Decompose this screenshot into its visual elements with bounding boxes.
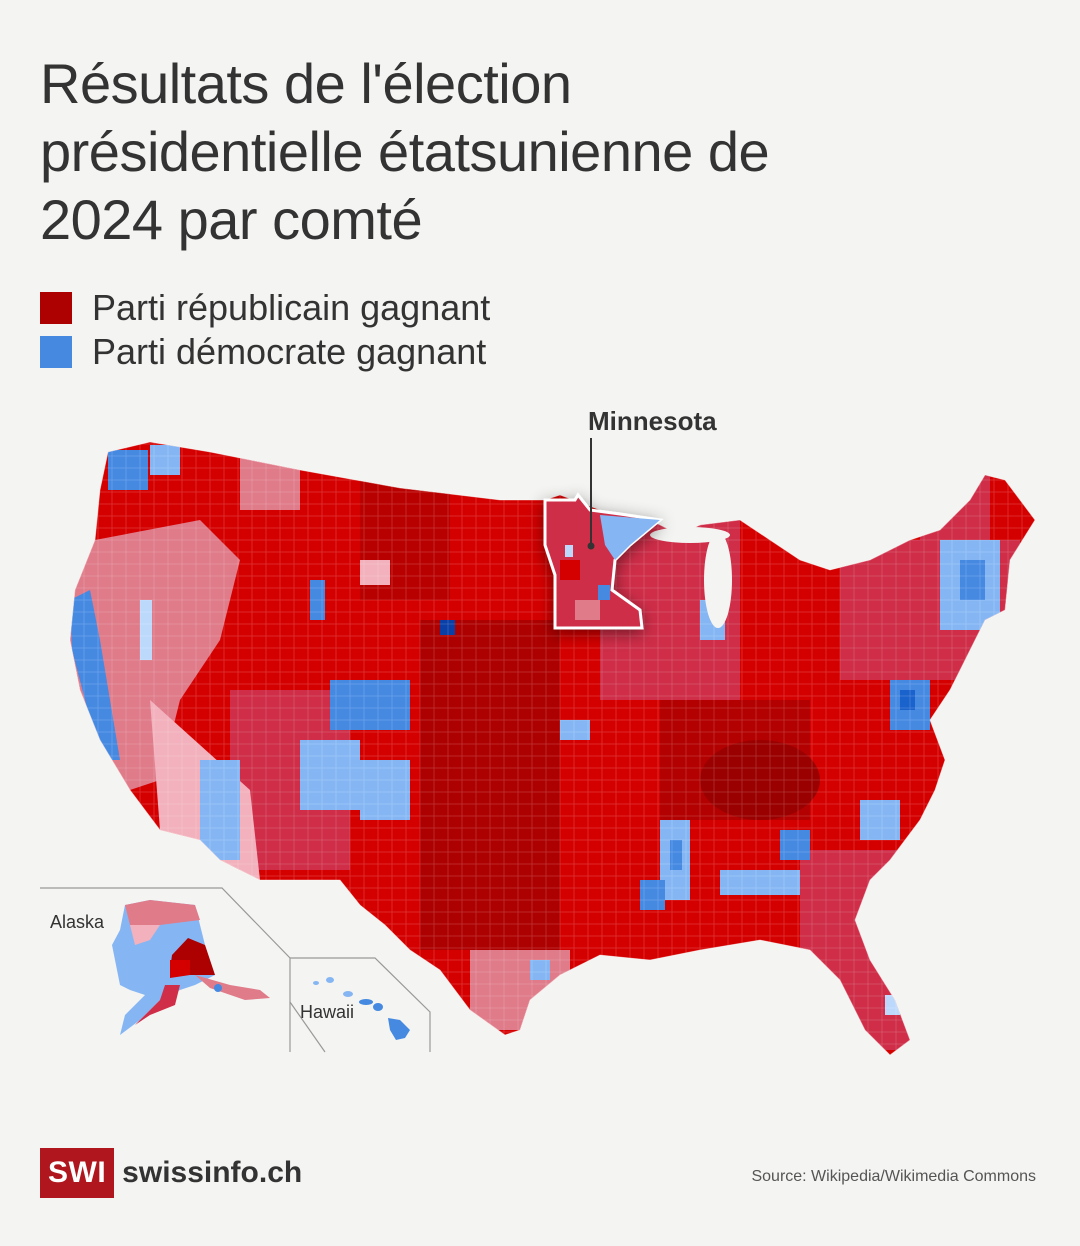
alaska-map (112, 900, 270, 1035)
hawaii-inset-frame (290, 957, 431, 1052)
swi-logo-text: swissinfo.ch (122, 1156, 303, 1189)
alaska-inset-frame (40, 887, 291, 1052)
lake-superior (650, 527, 730, 543)
lake-michigan (704, 532, 732, 628)
minnesota-highlight[interactable] (543, 492, 664, 630)
page-title: Résultats de l'élection présidentielle é… (40, 50, 770, 254)
county-results-map (0, 390, 1080, 1090)
title-line-2: présidentielle étatsunienne de (40, 120, 770, 183)
alaska-label: Alaska (50, 912, 105, 932)
us-map-svg (40, 438, 1036, 1056)
source-credit: Source: Wikipedia/Wikimedia Commons (751, 1168, 1036, 1185)
minnesota-label: Minnesota (588, 406, 717, 436)
legend-label-democrat: Parti démocrate gagnant (92, 331, 487, 372)
republican-swatch (40, 292, 72, 324)
title-line-3: 2024 par comté (40, 188, 423, 251)
democrat-swatch (40, 336, 72, 368)
callout-dot (587, 542, 595, 550)
swi-logo-box: SWI (40, 1148, 115, 1198)
swissinfo-logo[interactable]: SWI swissinfo.ch (40, 1148, 302, 1198)
hawaii-label: Hawaii (300, 1002, 355, 1022)
legend: Parti républicain gagnant Parti démocrat… (40, 286, 490, 374)
legend-item-republican: Parti républicain gagnant (40, 286, 490, 330)
legend-label-republican: Parti républicain gagnant (92, 287, 491, 328)
hawaii-map (313, 977, 410, 1040)
title-line-1: Résultats de l'élection (40, 52, 572, 115)
legend-item-democrat: Parti démocrate gagnant (40, 330, 490, 374)
